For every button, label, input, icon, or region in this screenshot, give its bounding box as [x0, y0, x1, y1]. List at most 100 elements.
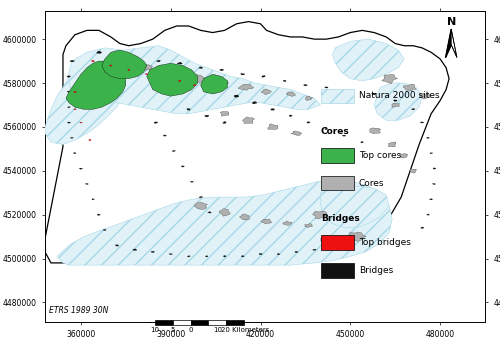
Text: Cores: Cores	[321, 127, 350, 136]
Polygon shape	[430, 199, 432, 200]
Polygon shape	[304, 84, 308, 86]
Text: 0: 0	[188, 327, 193, 333]
Bar	[321, 148, 354, 163]
Polygon shape	[70, 137, 73, 138]
Polygon shape	[67, 76, 71, 78]
Polygon shape	[446, 29, 451, 57]
Polygon shape	[68, 91, 70, 93]
Polygon shape	[80, 122, 82, 123]
Polygon shape	[286, 92, 296, 96]
Polygon shape	[96, 51, 102, 54]
Polygon shape	[68, 107, 70, 108]
Polygon shape	[188, 74, 208, 82]
Polygon shape	[283, 80, 286, 82]
Polygon shape	[205, 115, 209, 117]
Polygon shape	[392, 103, 400, 107]
Polygon shape	[374, 83, 422, 120]
Polygon shape	[219, 209, 230, 216]
Polygon shape	[57, 179, 392, 265]
Text: ETRS 1989 30N: ETRS 1989 30N	[50, 306, 109, 315]
Polygon shape	[200, 74, 228, 94]
Polygon shape	[164, 70, 176, 78]
Polygon shape	[394, 99, 397, 101]
Polygon shape	[295, 251, 298, 253]
Polygon shape	[194, 202, 207, 210]
Polygon shape	[193, 85, 196, 86]
Polygon shape	[66, 61, 126, 109]
Polygon shape	[307, 122, 310, 123]
Bar	[190, 320, 208, 325]
Polygon shape	[222, 121, 226, 124]
Polygon shape	[69, 46, 320, 114]
Polygon shape	[77, 98, 85, 102]
Polygon shape	[400, 154, 408, 158]
Polygon shape	[163, 135, 166, 136]
Polygon shape	[420, 93, 430, 99]
Polygon shape	[102, 50, 147, 79]
Bar	[321, 176, 354, 190]
Polygon shape	[79, 168, 82, 170]
Polygon shape	[349, 232, 366, 241]
Polygon shape	[331, 247, 334, 248]
Polygon shape	[172, 150, 176, 152]
Polygon shape	[208, 212, 211, 213]
Polygon shape	[242, 117, 254, 124]
Polygon shape	[260, 219, 272, 224]
Polygon shape	[45, 22, 449, 263]
Polygon shape	[372, 93, 376, 95]
Polygon shape	[382, 74, 398, 84]
Polygon shape	[187, 108, 190, 110]
Polygon shape	[430, 153, 432, 154]
Polygon shape	[348, 242, 352, 244]
Polygon shape	[216, 80, 229, 85]
Polygon shape	[86, 183, 88, 184]
Bar	[173, 320, 190, 325]
Text: 10: 10	[213, 327, 222, 333]
Polygon shape	[74, 153, 76, 154]
Polygon shape	[220, 69, 224, 71]
Text: Natura 2000 sites: Natura 2000 sites	[359, 91, 440, 101]
Polygon shape	[320, 236, 340, 247]
Polygon shape	[277, 253, 280, 255]
Polygon shape	[199, 196, 202, 198]
Polygon shape	[68, 122, 70, 123]
Polygon shape	[270, 108, 274, 110]
Text: 5: 5	[170, 327, 175, 333]
Polygon shape	[114, 53, 119, 56]
Polygon shape	[154, 122, 158, 124]
Polygon shape	[426, 137, 430, 138]
Polygon shape	[142, 65, 152, 70]
Polygon shape	[433, 168, 436, 169]
Polygon shape	[198, 67, 203, 69]
Polygon shape	[240, 214, 250, 220]
Polygon shape	[261, 89, 271, 95]
Polygon shape	[289, 115, 292, 117]
Polygon shape	[116, 245, 118, 246]
Text: 20 Kilometers: 20 Kilometers	[221, 327, 270, 333]
Polygon shape	[259, 253, 262, 255]
Polygon shape	[427, 214, 430, 215]
Text: Bridges: Bridges	[359, 266, 393, 275]
Polygon shape	[224, 256, 226, 257]
Polygon shape	[332, 39, 404, 81]
Polygon shape	[268, 124, 278, 130]
Polygon shape	[234, 95, 239, 97]
Polygon shape	[451, 29, 457, 57]
Text: Top cores: Top cores	[359, 151, 401, 160]
Bar	[321, 88, 354, 103]
Polygon shape	[92, 60, 94, 62]
Polygon shape	[304, 224, 312, 228]
Polygon shape	[110, 65, 112, 66]
Polygon shape	[92, 199, 94, 200]
Polygon shape	[74, 109, 76, 110]
Polygon shape	[290, 131, 302, 136]
Polygon shape	[128, 69, 130, 71]
Text: Cores: Cores	[359, 178, 384, 188]
Polygon shape	[70, 60, 74, 62]
Polygon shape	[283, 221, 292, 225]
Text: N: N	[446, 17, 456, 27]
Polygon shape	[240, 73, 245, 75]
Polygon shape	[178, 80, 181, 81]
Polygon shape	[420, 227, 424, 229]
Polygon shape	[132, 249, 137, 251]
